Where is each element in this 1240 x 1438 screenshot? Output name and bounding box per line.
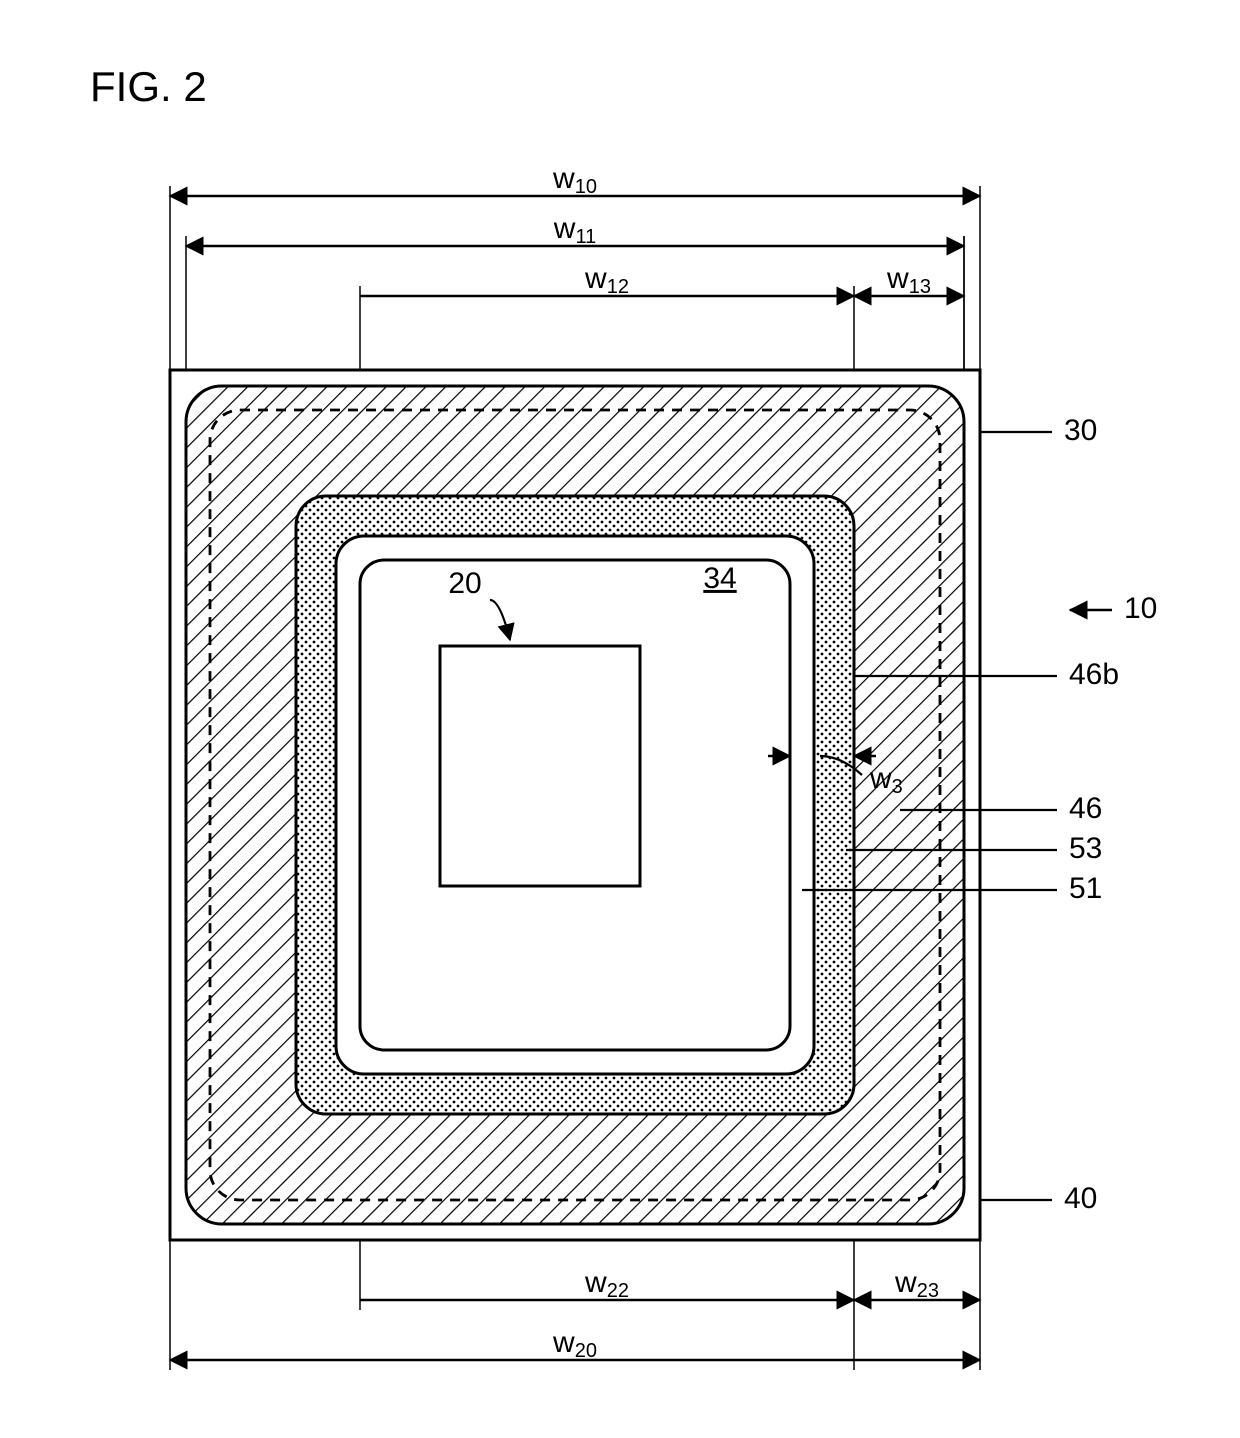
callout-46b: 46b (1069, 658, 1119, 691)
dim-w11: w11 (553, 212, 596, 248)
callout-40: 40 (1064, 1182, 1097, 1215)
dim-w13: w13 (886, 262, 931, 298)
callout-53: 53 (1069, 832, 1102, 865)
diagram: 2034 (170, 370, 980, 1240)
label-34: 34 (703, 562, 736, 595)
callout-30: 30 (1064, 414, 1097, 447)
callout-51: 51 (1069, 872, 1102, 905)
callout-10: 10 (1124, 592, 1157, 625)
label-20: 20 (448, 567, 481, 600)
dim-w23: w23 (894, 1266, 939, 1302)
dim-w12: w12 (584, 262, 629, 298)
region-20 (440, 646, 640, 886)
dim-w10: w10 (552, 162, 597, 198)
dim-w22: w22 (584, 1266, 629, 1302)
dim-w20: w20 (552, 1326, 597, 1362)
figure-label: FIG. 2 (90, 63, 207, 110)
callout-46: 46 (1069, 792, 1102, 825)
